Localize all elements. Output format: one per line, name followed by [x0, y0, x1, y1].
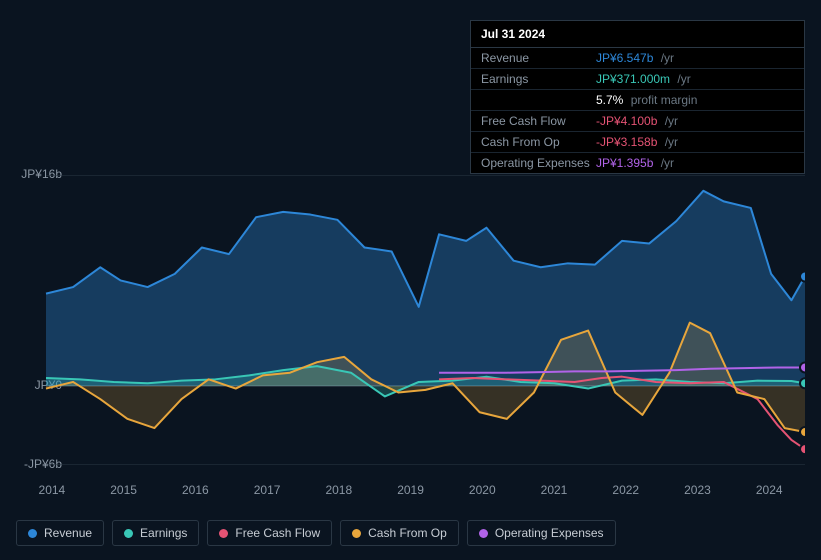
- x-axis: 2014201520162017201820192020202120222023…: [16, 483, 805, 501]
- tooltip-label: Free Cash Flow: [481, 114, 596, 128]
- x-axis-label: 2023: [662, 483, 734, 501]
- legend-label: Free Cash Flow: [235, 526, 320, 540]
- tooltip-label: Operating Expenses: [481, 156, 596, 170]
- tooltip-label: Revenue: [481, 51, 596, 65]
- legend-label: Operating Expenses: [495, 526, 604, 540]
- legend-swatch: [352, 529, 361, 538]
- legend-item[interactable]: Earnings: [112, 520, 199, 546]
- legend-label: Cash From Op: [368, 526, 447, 540]
- tooltip-value: JP¥6.547b /yr: [596, 51, 674, 65]
- tooltip-row: Cash From Op-JP¥3.158b /yr: [471, 132, 804, 153]
- financials-chart: JP¥16bJP¥0-JP¥6b: [16, 160, 805, 480]
- legend-label: Revenue: [44, 526, 92, 540]
- tooltip-row: EarningsJP¥371.000m /yr: [471, 69, 804, 90]
- legend-item[interactable]: Cash From Op: [340, 520, 459, 546]
- legend-swatch: [479, 529, 488, 538]
- tooltip-value: -JP¥3.158b /yr: [596, 135, 678, 149]
- data-tooltip: Jul 31 2024 RevenueJP¥6.547b /yrEarnings…: [470, 20, 805, 174]
- tooltip-label: Cash From Op: [481, 135, 596, 149]
- tooltip-row: Operating ExpensesJP¥1.395b /yr: [471, 153, 804, 173]
- tooltip-value: -JP¥4.100b /yr: [596, 114, 678, 128]
- x-axis-label: 2020: [446, 483, 518, 501]
- x-axis-label: 2024: [733, 483, 805, 501]
- x-axis-label: 2017: [231, 483, 303, 501]
- tooltip-value: JP¥1.395b /yr: [596, 156, 674, 170]
- tooltip-row: 5.7% profit margin: [471, 90, 804, 111]
- legend-swatch: [28, 529, 37, 538]
- legend-item[interactable]: Operating Expenses: [467, 520, 616, 546]
- x-axis-label: 2015: [88, 483, 160, 501]
- x-axis-label: 2019: [375, 483, 447, 501]
- tooltip-value: 5.7% profit margin: [596, 93, 697, 107]
- legend-label: Earnings: [140, 526, 187, 540]
- tooltip-date: Jul 31 2024: [471, 21, 804, 48]
- chart-plot[interactable]: [16, 175, 805, 465]
- x-axis-label: 2022: [590, 483, 662, 501]
- x-axis-label: 2018: [303, 483, 375, 501]
- legend-swatch: [219, 529, 228, 538]
- legend-swatch: [124, 529, 133, 538]
- x-axis-label: 2021: [518, 483, 590, 501]
- chart-legend: Revenue Earnings Free Cash Flow Cash From O…: [16, 520, 616, 546]
- tooltip-row: Free Cash Flow-JP¥4.100b /yr: [471, 111, 804, 132]
- x-axis-label: 2016: [159, 483, 231, 501]
- legend-item[interactable]: Revenue: [16, 520, 104, 546]
- tooltip-label: [481, 93, 596, 107]
- tooltip-row: RevenueJP¥6.547b /yr: [471, 48, 804, 69]
- x-axis-label: 2014: [16, 483, 88, 501]
- tooltip-label: Earnings: [481, 72, 596, 86]
- legend-item[interactable]: Free Cash Flow: [207, 520, 332, 546]
- tooltip-value: JP¥371.000m /yr: [596, 72, 691, 86]
